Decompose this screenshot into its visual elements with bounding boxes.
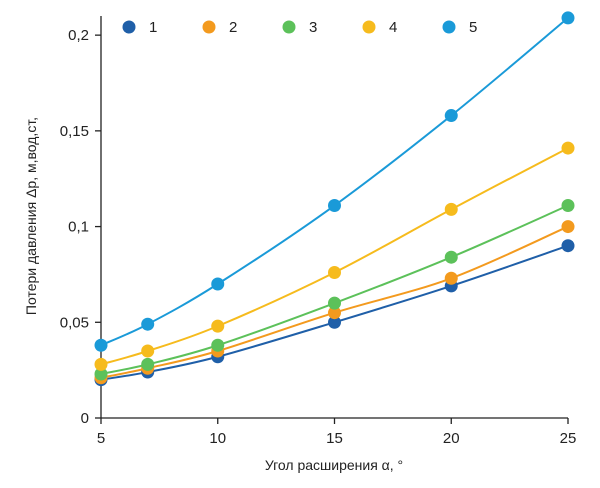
data-point-3 [141,357,155,371]
data-point-5 [141,317,155,331]
y-tick-label: 0 [81,410,89,427]
data-point-2 [444,271,458,285]
data-point-4 [444,202,458,216]
data-point-1 [561,239,575,253]
series-line-4 [100,147,569,366]
legend-label-1: 1 [149,19,157,36]
data-point-5 [211,277,225,291]
legend-marker-1 [122,20,136,34]
legend-marker-3 [282,20,296,34]
series-line-3 [100,204,569,375]
legend-label-4: 4 [389,19,397,36]
legend-label-2: 2 [229,19,237,36]
data-point-4 [328,266,341,280]
y-axis-label: Потери давления Δp, м,вод,ст, [23,117,39,315]
data-point-4 [141,344,155,358]
data-point-3 [94,367,108,381]
legend-marker-5 [442,20,456,34]
x-tick-label: 15 [326,430,343,447]
x-tick-label: 10 [209,430,226,447]
data-point-3 [561,199,575,213]
series-line-5 [100,17,569,347]
data-point-3 [444,250,458,264]
x-tick-label: 20 [443,430,460,447]
legend-label-3: 3 [309,19,317,36]
data-point-2 [328,306,341,320]
x-tick-label: 25 [560,430,577,447]
x-tick-label: 5 [97,430,105,447]
data-point-5 [444,109,458,123]
data-point-5 [328,199,341,213]
data-point-1 [328,315,341,329]
data-point-2 [561,220,575,234]
legend-label-5: 5 [469,19,477,36]
data-point-5 [561,11,575,25]
series-points [94,11,575,387]
y-tick-label: 0,05 [60,314,89,331]
data-point-3 [328,296,341,310]
data-point-4 [561,141,575,155]
x-axis-label: Угол расширения α, ° [265,457,403,473]
ticks: 5 10 15 20 25 0 0,05 0,1 0,15 0,2 [60,27,577,447]
legend-marker-4 [362,20,376,34]
legend: 1 2 3 4 5 [122,19,477,36]
y-tick-label: 0,1 [68,219,89,236]
data-point-3 [211,338,225,352]
data-point-4 [94,357,108,371]
y-tick-label: 0,2 [68,27,89,44]
data-point-5 [94,338,108,352]
y-tick-label: 0,15 [60,123,89,140]
legend-marker-2 [202,20,216,34]
data-point-4 [211,319,225,333]
